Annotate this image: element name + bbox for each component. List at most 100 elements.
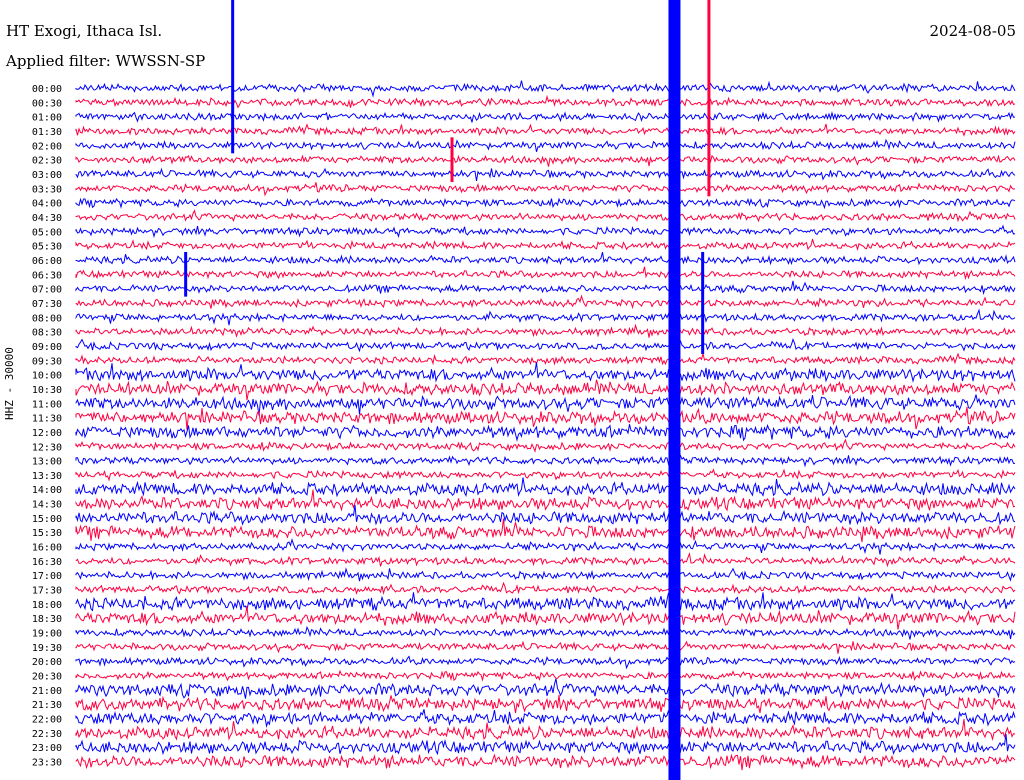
hour-tick-label: 19:00	[32, 629, 62, 640]
trace-row	[75, 477, 1016, 498]
hour-tick-label: 08:00	[32, 313, 62, 324]
trace-row	[75, 224, 1016, 239]
trace-row	[75, 468, 1016, 482]
hour-tick-label: 17:30	[32, 586, 62, 597]
date-label: 2024-08-05	[929, 22, 1016, 40]
trace-row	[75, 138, 1016, 152]
trace-row	[75, 308, 1016, 326]
trace-row	[75, 182, 1016, 197]
trace-row	[75, 718, 1016, 741]
hour-tick-label: 17:00	[32, 571, 62, 582]
hour-tick-label: 23:00	[32, 743, 62, 754]
hour-tick-label: 11:30	[32, 414, 62, 425]
hour-tick-label: 02:00	[32, 141, 62, 152]
trace-row	[75, 489, 1016, 512]
trace-row	[75, 338, 1016, 353]
trace-row	[75, 734, 1016, 756]
hour-tick-label: 01:30	[32, 127, 62, 138]
hour-tick-label: 06:30	[32, 270, 62, 281]
trace-row	[75, 238, 1016, 251]
hour-tick-label: 05:00	[32, 227, 62, 238]
station-title: HT Exogi, Ithaca Isl.	[6, 22, 163, 40]
trace-row	[75, 197, 1016, 210]
trace-row	[75, 379, 1016, 401]
trace-row	[75, 123, 1016, 137]
trace-row	[75, 709, 1016, 728]
trace-row	[75, 154, 1016, 167]
trace-row	[75, 678, 1016, 699]
hour-tick-label: 10:00	[32, 371, 62, 382]
trace-row	[75, 362, 1016, 383]
hour-tick-label: 03:00	[32, 170, 62, 181]
hour-tick-label: 04:30	[32, 213, 62, 224]
filter-subtitle: Applied filter: WWSSN-SP	[6, 52, 206, 70]
trace-row	[75, 454, 1015, 468]
trace-row	[75, 423, 1016, 442]
trace-row	[75, 669, 1016, 682]
trace-row	[75, 167, 1016, 181]
event-band	[707, 0, 711, 197]
trace-row	[75, 605, 1016, 630]
trace-row	[75, 294, 1016, 310]
event-band	[701, 251, 705, 354]
hour-tick-label: 00:00	[32, 84, 62, 95]
hour-tick-label: 14:30	[32, 500, 62, 511]
trace-row	[75, 80, 1016, 98]
trace-row	[75, 567, 1016, 582]
trace-row	[75, 94, 1016, 109]
trace-row	[75, 323, 1016, 338]
hour-tick-label: 03:30	[32, 184, 62, 195]
hour-tick-label: 13:00	[32, 457, 62, 468]
hour-tick-label: 14:00	[32, 485, 62, 496]
trace-row	[75, 504, 1016, 526]
hour-tick-label: 19:30	[32, 643, 62, 654]
hour-tick-label: 22:30	[32, 729, 62, 740]
hour-tick-label: 09:30	[32, 356, 62, 367]
trace-row	[75, 694, 1016, 714]
hour-tick-label: 07:00	[32, 285, 62, 296]
hour-tick-label: 08:30	[32, 328, 62, 339]
hour-tick-label: 22:00	[32, 715, 62, 726]
hour-tick-label: 04:00	[32, 199, 62, 210]
trace-row	[75, 266, 1016, 281]
hour-tick-label: 21:00	[32, 686, 62, 697]
hour-tick-label: 18:30	[32, 614, 62, 625]
hour-tick-label: 21:30	[32, 700, 62, 711]
hour-tick-label: 23:30	[32, 758, 62, 769]
hour-tick-label: 15:00	[32, 514, 62, 525]
hour-tick-label: 10:30	[32, 385, 62, 396]
hour-tick-label: 00:30	[32, 98, 62, 109]
hour-tick-label: 20:30	[32, 672, 62, 683]
trace-row	[75, 537, 1016, 555]
trace-row	[75, 352, 1016, 366]
trace-row	[75, 406, 1016, 430]
hour-tick-label: 16:30	[32, 557, 62, 568]
trace-row	[75, 111, 1016, 123]
hour-tick-label: 16:00	[32, 543, 62, 554]
hour-tick-label: 11:00	[32, 399, 62, 410]
trace-row	[75, 625, 1016, 640]
hour-tick-label: 01:00	[32, 113, 62, 124]
hour-tick-label: 13:30	[32, 471, 62, 482]
hour-tick-label: 20:00	[32, 657, 62, 668]
hour-tick-label: 05:30	[32, 242, 62, 253]
trace-row	[75, 592, 1016, 612]
event-band	[231, 0, 235, 154]
trace-row	[75, 209, 1016, 223]
hour-tick-label: 12:00	[32, 428, 62, 439]
trace-row	[75, 551, 1016, 568]
trace-row	[75, 280, 1016, 296]
event-band	[450, 137, 454, 182]
trace-row	[75, 753, 1016, 771]
event-band	[184, 251, 188, 297]
hour-tick-label: 06:00	[32, 256, 62, 267]
trace-row	[75, 581, 1016, 596]
hour-tick-label: 12:30	[32, 442, 62, 453]
trace-row	[75, 518, 1016, 543]
trace-row	[75, 640, 1016, 654]
event-band	[668, 0, 681, 780]
hour-tick-label: 07:30	[32, 299, 62, 310]
trace-row	[75, 438, 1016, 453]
trace-row	[75, 655, 1016, 670]
